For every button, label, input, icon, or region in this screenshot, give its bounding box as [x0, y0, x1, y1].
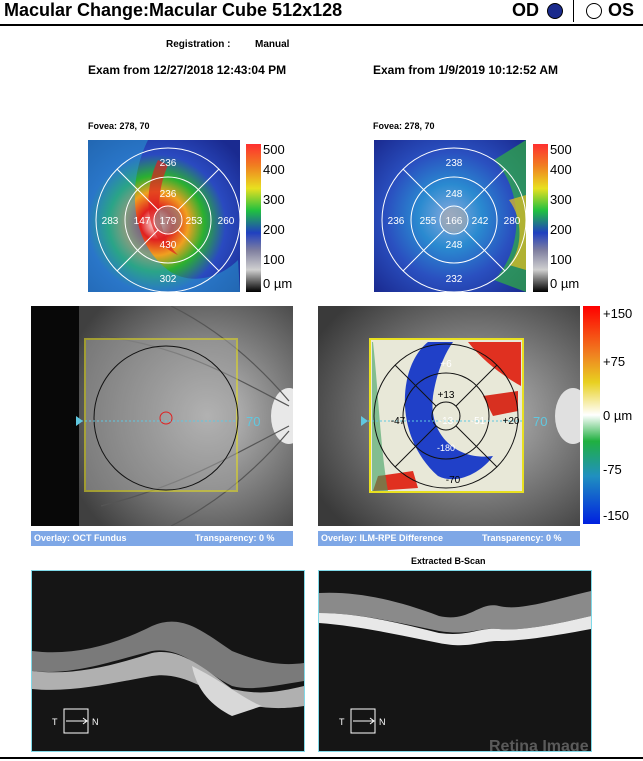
page-title: Macular Change:Macular Cube 512x128	[4, 0, 343, 20]
left-fovea: Fovea: 278, 70	[88, 121, 150, 131]
watermark: Retina Image	[489, 738, 589, 752]
right-map-outer-bottom: 232	[446, 274, 463, 285]
left-bscan-t-label: T	[52, 717, 58, 727]
right-map-inner-top: 248	[446, 189, 463, 200]
left-map-inner-top: 236	[160, 189, 177, 200]
right-bscan-n-label: N	[379, 717, 386, 727]
left-map-outer-left: 283	[102, 216, 119, 227]
eye-divider	[573, 0, 574, 22]
left-map-outer-bottom: 302	[160, 274, 177, 285]
right-scale-400: 400	[550, 162, 572, 177]
left-map-outer-top: 236	[160, 158, 177, 169]
od-label: OD	[512, 0, 539, 20]
left-scale-100: 100	[263, 252, 285, 267]
left-thickness-scale	[246, 144, 261, 292]
left-thickness-map: 179 236 253 147 430 236 283 260 302	[88, 140, 240, 292]
right-fundus-image: -13 +13 -47 -51 +6 +20 -70 -180 70	[318, 306, 580, 526]
diff-scale-minus150: -150	[603, 508, 630, 523]
registration-label: Registration :	[166, 39, 231, 50]
diff-scale-minus75: -75	[603, 462, 622, 477]
right-map-inner-left: 255	[420, 216, 437, 227]
right-scale-200: 200	[550, 222, 572, 237]
right-transparency-label[interactable]: Transparency: 0 %	[482, 533, 562, 543]
right-map-outer-right: 280	[504, 216, 521, 227]
left-exam-date: Exam from 12/27/2018 12:43:04 PM	[88, 63, 287, 77]
diff-inner-top: +13	[438, 390, 455, 401]
right-overlay-label[interactable]: Overlay: ILM-RPE Difference	[321, 533, 444, 543]
right-map-inner-bottom: 248	[446, 240, 463, 251]
left-map-inner-right: 253	[186, 216, 203, 227]
left-scale-400: 400	[263, 162, 285, 177]
left-fundus-scan-number: 70	[246, 414, 260, 429]
diff-scale-zero: 0 µm	[603, 408, 633, 423]
right-scale-100: 100	[550, 252, 572, 267]
diff-inner-right: -51	[471, 416, 486, 427]
left-scale-500: 500	[263, 142, 285, 157]
right-bscan-image: T N Retina Image	[318, 570, 592, 752]
left-scale-0: 0 µm	[263, 276, 293, 291]
left-overlay-label[interactable]: Overlay: OCT Fundus	[34, 533, 127, 543]
diff-outer-bottom: -70	[446, 475, 461, 486]
right-fovea: Fovea: 278, 70	[373, 121, 435, 131]
right-map-outer-left: 236	[388, 216, 405, 227]
right-scale-300: 300	[550, 192, 572, 207]
right-bscan-t-label: T	[339, 717, 345, 727]
left-transparency-label[interactable]: Transparency: 0 %	[195, 533, 275, 543]
left-scale-200: 200	[263, 222, 285, 237]
right-fundus-scan-number: 70	[533, 414, 547, 429]
right-overlay-bar[interactable]: Overlay: ILM-RPE Difference Transparency…	[318, 531, 580, 546]
od-radio-button[interactable]	[547, 3, 563, 19]
left-fundus-image: 70	[31, 306, 293, 526]
right-thickness-map: 166 248 242 255 248 238 236 280 232	[374, 140, 526, 292]
diff-scale-plus75: +75	[603, 354, 626, 369]
right-map-inner-right: 242	[472, 216, 489, 227]
diff-inner-left: -47	[391, 416, 406, 427]
left-map-center: 179	[160, 216, 177, 227]
left-map-inner-bottom: 430	[160, 240, 177, 251]
left-overlay-bar[interactable]: Overlay: OCT Fundus Transparency: 0 %	[31, 531, 293, 546]
left-map-inner-left: 147	[134, 216, 151, 227]
left-scale-300: 300	[263, 192, 285, 207]
right-exam-date: Exam from 1/9/2019 10:12:52 AM	[373, 63, 558, 77]
diff-inner-bottom: -180	[437, 443, 455, 453]
left-bscan-image: T N	[31, 570, 305, 752]
os-radio-button[interactable]	[586, 3, 602, 19]
right-map-outer-top: 238	[446, 158, 463, 169]
header-divider	[0, 24, 643, 26]
diff-outer-right: +20	[503, 416, 520, 427]
registration-value: Manual	[255, 39, 290, 50]
bscan-title: Extracted B-Scan	[411, 556, 486, 566]
diff-scale-plus150: +150	[603, 306, 633, 321]
right-scale-500: 500	[550, 142, 572, 157]
right-scale-0: 0 µm	[550, 276, 580, 291]
difference-scale	[583, 306, 600, 524]
footer-divider	[0, 757, 643, 759]
diff-center: -13	[439, 416, 454, 427]
left-bscan-n-label: N	[92, 717, 99, 727]
right-map-center: 166	[446, 216, 463, 227]
diff-outer-top: +6	[440, 359, 452, 370]
left-map-outer-right: 260	[218, 216, 235, 227]
right-thickness-scale	[533, 144, 548, 292]
os-label: OS	[608, 0, 635, 20]
